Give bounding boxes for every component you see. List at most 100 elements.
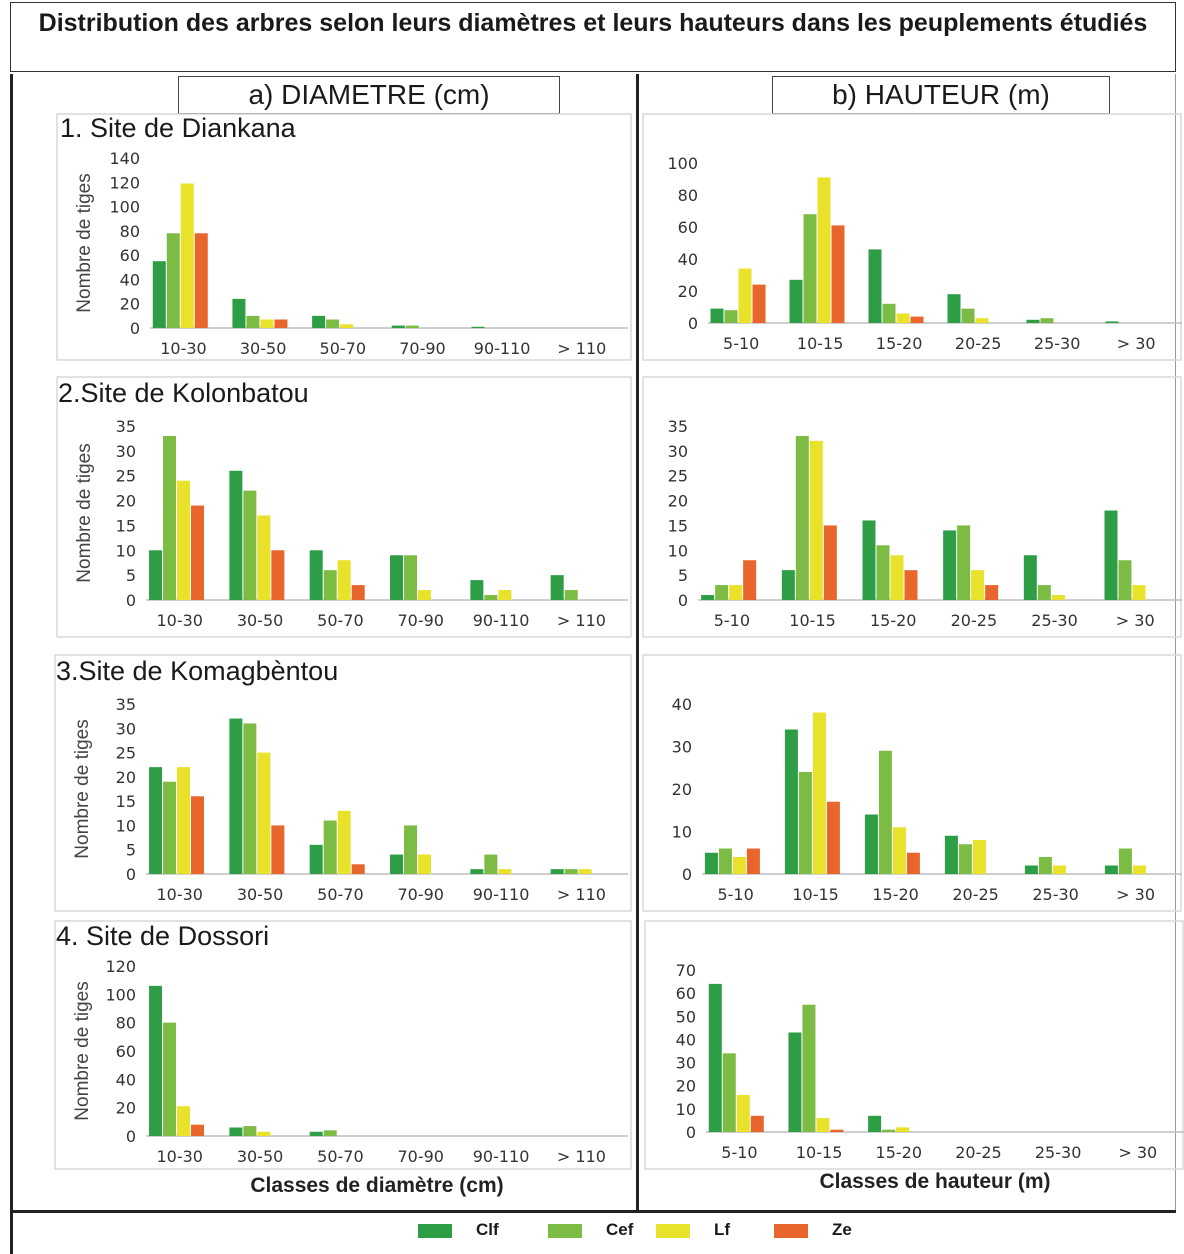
x-tick-label: 5-10 bbox=[723, 334, 759, 353]
bar-Lf-2 bbox=[337, 810, 351, 874]
bar-Clf-2 bbox=[862, 520, 876, 600]
bar-Ze-2 bbox=[351, 864, 365, 874]
bar-Clf-4 bbox=[1026, 319, 1040, 323]
x-tick-label: 30-50 bbox=[237, 611, 284, 630]
x-tick-label: 50-70 bbox=[317, 885, 364, 904]
bar-Clf-2 bbox=[312, 315, 326, 328]
y-tick-label: 0 bbox=[126, 1127, 136, 1146]
bar-Cef-2 bbox=[882, 303, 896, 323]
bar-Lf-0 bbox=[177, 1106, 191, 1136]
bar-Lf-1 bbox=[809, 440, 823, 600]
bar-Cef-3 bbox=[405, 325, 419, 328]
bar-Ze-2 bbox=[906, 852, 920, 874]
bar-Lf-0 bbox=[736, 1094, 750, 1132]
bar-Ze-0 bbox=[752, 284, 766, 323]
y-tick-label: 15 bbox=[116, 516, 136, 535]
y-tick-label: 25 bbox=[668, 467, 688, 486]
bar-Lf-2 bbox=[892, 827, 906, 874]
bar-Lf-1 bbox=[812, 712, 826, 874]
x-tick-label: 70-90 bbox=[397, 885, 444, 904]
y-tick-label: 0 bbox=[688, 314, 698, 333]
bar-Clf-2 bbox=[309, 844, 323, 874]
chart-diameter-1: 0 5 10 15 20 25 30 35 Nombre de tiges 10-30 30-50 5… bbox=[56, 376, 632, 638]
y-tick-label: 0 bbox=[130, 319, 140, 338]
bar-Clf-3 bbox=[944, 835, 958, 874]
bar-Clf-2 bbox=[864, 814, 878, 874]
bar-Ze-1 bbox=[274, 319, 288, 328]
bar-Cef-3 bbox=[404, 555, 418, 600]
y-tick-label: 15 bbox=[116, 792, 136, 811]
x-tick-label: 20-25 bbox=[955, 1143, 1002, 1162]
x-tick-label: 5-10 bbox=[717, 885, 753, 904]
y-tick-label: 30 bbox=[116, 442, 136, 461]
x-tick-label: 10-30 bbox=[160, 339, 207, 358]
y-tick-label: 5 bbox=[678, 566, 688, 585]
bar-Clf-5 bbox=[550, 575, 564, 600]
x-tick-label: 90-110 bbox=[473, 885, 530, 904]
x-tick-label: 50-70 bbox=[317, 1147, 364, 1166]
y-tick-label: 100 bbox=[667, 154, 698, 173]
chart-height-2: 0 10 20 30 40 5-10 10-15 15-20 20-25 25-30 > 30 bbox=[642, 654, 1182, 912]
x-tick-label: 10-15 bbox=[796, 1143, 843, 1162]
legend-swatch bbox=[774, 1224, 808, 1238]
bar-Cef-1 bbox=[243, 1126, 257, 1136]
bar-Lf-0 bbox=[738, 268, 752, 323]
bar-Clf-3 bbox=[390, 555, 404, 600]
bar-Cef-2 bbox=[323, 820, 337, 874]
legend-label: Clf bbox=[476, 1220, 499, 1239]
y-tick-label: 20 bbox=[116, 768, 136, 787]
bar-Cef-5 bbox=[1118, 560, 1132, 600]
y-axis-label: Nombre de tiges bbox=[72, 719, 93, 858]
chart-card-border bbox=[56, 113, 632, 361]
chart-height-0: 0 20 40 60 80 100 5-10 10-15 15-20 20-25 25-30 > 30 bbox=[642, 113, 1182, 361]
y-tick-label: 20 bbox=[668, 492, 688, 511]
chart-height-1: 0 5 10 15 20 25 30 35 5-10 10-15 15-20 20-25 25-30 > … bbox=[642, 376, 1182, 638]
bar-Lf-1 bbox=[817, 177, 831, 323]
bar-Cef-4 bbox=[1037, 585, 1051, 600]
y-tick-label: 10 bbox=[672, 823, 692, 842]
y-tick-label: 100 bbox=[109, 198, 140, 217]
x-tick-label: 90-110 bbox=[473, 611, 530, 630]
y-tick-label: 0 bbox=[126, 591, 136, 610]
y-tick-label: 30 bbox=[676, 1054, 696, 1073]
legend-label: Lf bbox=[714, 1220, 731, 1239]
y-axis-label: Nombre de tiges bbox=[72, 981, 93, 1120]
chart-diameter-0: 0 20 40 60 80 100 120 140 Nombre de tiges 10-30 30… bbox=[56, 113, 632, 361]
y-tick-label: 80 bbox=[116, 1014, 136, 1033]
x-tick-label: > 110 bbox=[557, 1147, 606, 1166]
y-tick-label: 20 bbox=[116, 1099, 136, 1118]
chart-diameter-3: 0 20 40 60 80 100 120 Nombre de tiges 10-30 30-50… bbox=[54, 920, 632, 1197]
bar-Lf-2 bbox=[340, 324, 354, 328]
bar-Lf-1 bbox=[260, 319, 274, 328]
title-box: Distribution des arbres selon leurs diam… bbox=[10, 2, 1176, 72]
x-axis-title: Classes de diamètre (cm) bbox=[250, 1174, 503, 1197]
y-tick-label: 20 bbox=[120, 295, 140, 314]
y-tick-label: 40 bbox=[116, 1070, 136, 1089]
bar-Clf-1 bbox=[229, 470, 243, 600]
bar-Lf-0 bbox=[180, 183, 194, 328]
bar-Cef-3 bbox=[404, 825, 418, 874]
column-header-height: b) HAUTEUR (m) bbox=[772, 76, 1110, 114]
legend-swatch bbox=[418, 1224, 452, 1238]
bar-Ze-1 bbox=[826, 801, 840, 874]
chart-card-border bbox=[642, 376, 1182, 638]
x-tick-label: 20-25 bbox=[955, 334, 1002, 353]
x-tick-label: 10-30 bbox=[156, 1147, 203, 1166]
y-tick-label: 15 bbox=[668, 516, 688, 535]
bar-Lf-2 bbox=[890, 555, 904, 600]
bar-Clf-3 bbox=[390, 854, 404, 874]
x-tick-label: 30-50 bbox=[237, 885, 284, 904]
y-tick-label: 5 bbox=[126, 566, 136, 585]
x-tick-label: > 110 bbox=[557, 339, 606, 358]
bar-Lf-5 bbox=[1132, 585, 1146, 600]
y-tick-label: 40 bbox=[678, 250, 698, 269]
bar-Cef-0 bbox=[715, 585, 729, 600]
bar-Cef-4 bbox=[1038, 857, 1052, 874]
bar-Cef-5 bbox=[1118, 848, 1132, 874]
bar-Clf-4 bbox=[470, 580, 484, 600]
bar-Cef-3 bbox=[957, 525, 971, 600]
site-title-4: 4. Site de Dossori bbox=[56, 921, 270, 951]
bar-Lf-5 bbox=[578, 869, 592, 874]
y-tick-label: 25 bbox=[116, 467, 136, 486]
